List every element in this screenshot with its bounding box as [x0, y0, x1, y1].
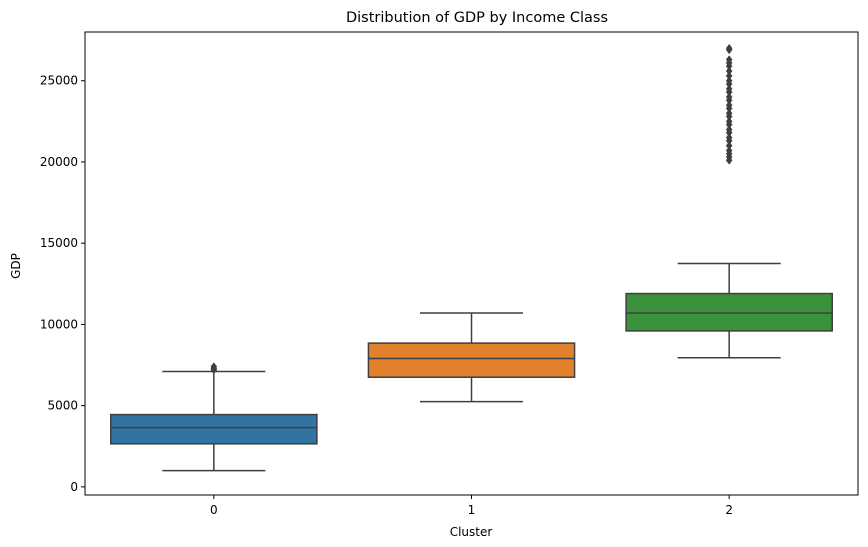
- outlier-point: [725, 146, 733, 156]
- outlier-point: [725, 84, 733, 94]
- outlier-point: [210, 362, 218, 372]
- chart-title: Distribution of GDP by Income Class: [346, 10, 608, 26]
- box-iqr: [367, 342, 576, 378]
- outlier-point: [725, 125, 733, 134]
- y-tick-label: 5000: [47, 399, 78, 413]
- outlier-point: [725, 43, 733, 53]
- y-tick-label: 25000: [40, 74, 78, 88]
- outlier-point: [725, 71, 733, 81]
- y-tick-label: 15000: [40, 236, 78, 250]
- box-iqr: [625, 292, 833, 332]
- y-tick-label: 10000: [40, 317, 78, 331]
- y-tick-label: 0: [70, 480, 78, 494]
- x-axis-label: Cluster: [450, 525, 493, 539]
- outlier-point: [725, 116, 733, 126]
- box-iqr: [110, 413, 318, 445]
- box-group-2: [625, 43, 833, 359]
- outlier-point: [725, 133, 733, 143]
- outlier-point: [725, 108, 733, 118]
- box-group-0: [110, 362, 318, 472]
- x-tick-label: 0: [210, 503, 218, 517]
- y-axis-label: GDP: [9, 253, 23, 279]
- outlier-point: [725, 100, 733, 110]
- y-tick-label: 20000: [40, 155, 78, 169]
- box-group-1: [367, 312, 576, 403]
- x-tick-label: 2: [725, 503, 733, 517]
- boxes-layer: [110, 43, 833, 472]
- outlier-point: [725, 141, 733, 151]
- outlier-point: [725, 92, 733, 102]
- x-tick-label: 1: [468, 503, 476, 517]
- outlier-point: [725, 66, 733, 76]
- outlier-point: [725, 55, 733, 65]
- outlier-point: [725, 76, 733, 86]
- axes-layer: 0 5000 10000 15000 20000 25000 0 1 2: [40, 31, 859, 517]
